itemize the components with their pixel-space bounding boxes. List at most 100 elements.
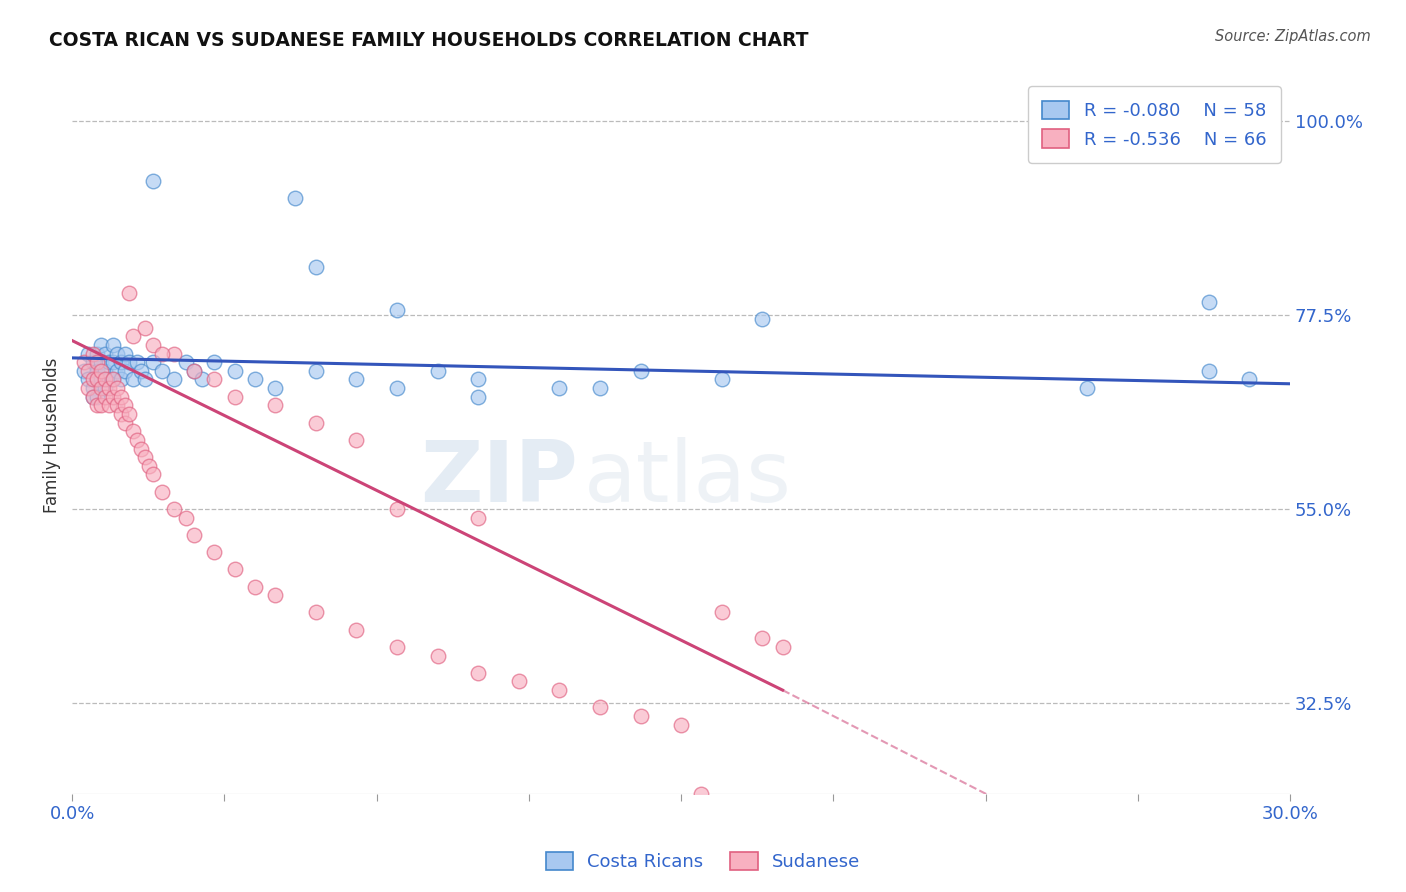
- Point: [77, 381, 100, 395]
- Y-axis label: Family Households: Family Households: [44, 358, 60, 513]
- Point: [86, 355, 108, 369]
- Point: [118, 286, 141, 301]
- Point: [90, 355, 112, 369]
- Point: [114, 364, 136, 378]
- Point: [174, 355, 197, 369]
- Point: [243, 580, 266, 594]
- Point: [105, 381, 128, 395]
- Point: [101, 355, 124, 369]
- Point: [1076, 381, 1098, 395]
- Point: [142, 355, 165, 369]
- Point: [93, 364, 115, 378]
- Point: [110, 407, 132, 421]
- Point: [183, 364, 205, 378]
- Point: [90, 338, 112, 352]
- Point: [82, 390, 104, 404]
- Point: [264, 588, 287, 602]
- Point: [105, 364, 128, 378]
- Point: [467, 390, 489, 404]
- Point: [77, 372, 100, 386]
- Legend: R = -0.080    N = 58, R = -0.536    N = 66: R = -0.080 N = 58, R = -0.536 N = 66: [1028, 87, 1281, 163]
- Point: [589, 700, 612, 714]
- Point: [110, 390, 132, 404]
- Point: [86, 390, 108, 404]
- Point: [93, 372, 115, 386]
- Point: [589, 381, 612, 395]
- Point: [467, 372, 489, 386]
- Point: [385, 303, 408, 318]
- Point: [710, 372, 733, 386]
- Point: [142, 467, 165, 482]
- Point: [174, 510, 197, 524]
- Point: [93, 381, 115, 395]
- Point: [82, 346, 104, 360]
- Point: [101, 372, 124, 386]
- Point: [710, 606, 733, 620]
- Legend: Costa Ricans, Sudanese: Costa Ricans, Sudanese: [538, 845, 868, 879]
- Point: [467, 510, 489, 524]
- Point: [86, 372, 108, 386]
- Point: [134, 320, 156, 334]
- Point: [86, 372, 108, 386]
- Point: [1239, 372, 1261, 386]
- Point: [86, 364, 108, 378]
- Point: [90, 372, 112, 386]
- Point: [101, 390, 124, 404]
- Point: [224, 562, 246, 576]
- Point: [93, 346, 115, 360]
- Point: [202, 372, 225, 386]
- Point: [305, 606, 328, 620]
- Point: [122, 372, 145, 386]
- Point: [82, 355, 104, 369]
- Point: [127, 433, 149, 447]
- Point: [163, 372, 186, 386]
- Point: [73, 355, 96, 369]
- Point: [690, 787, 713, 801]
- Point: [385, 640, 408, 654]
- Point: [630, 709, 652, 723]
- Point: [118, 407, 141, 421]
- Point: [97, 398, 120, 412]
- Point: [101, 372, 124, 386]
- Point: [344, 433, 367, 447]
- Point: [110, 355, 132, 369]
- Point: [110, 372, 132, 386]
- Point: [467, 665, 489, 680]
- Point: [138, 458, 160, 473]
- Point: [82, 390, 104, 404]
- Point: [93, 390, 115, 404]
- Point: [97, 381, 120, 395]
- Point: [134, 450, 156, 464]
- Point: [772, 640, 794, 654]
- Point: [224, 390, 246, 404]
- Point: [264, 398, 287, 412]
- Point: [142, 174, 165, 188]
- Point: [163, 346, 186, 360]
- Point: [548, 683, 571, 698]
- Point: [183, 364, 205, 378]
- Point: [114, 346, 136, 360]
- Text: COSTA RICAN VS SUDANESE FAMILY HOUSEHOLDS CORRELATION CHART: COSTA RICAN VS SUDANESE FAMILY HOUSEHOLD…: [49, 31, 808, 50]
- Text: atlas: atlas: [583, 437, 792, 520]
- Point: [122, 329, 145, 343]
- Point: [114, 398, 136, 412]
- Point: [150, 364, 173, 378]
- Point: [508, 674, 530, 689]
- Point: [101, 338, 124, 352]
- Point: [90, 364, 112, 378]
- Point: [129, 364, 152, 378]
- Point: [1198, 294, 1220, 309]
- Point: [202, 545, 225, 559]
- Point: [82, 372, 104, 386]
- Point: [305, 260, 328, 275]
- Point: [86, 346, 108, 360]
- Point: [142, 338, 165, 352]
- Point: [77, 364, 100, 378]
- Point: [127, 355, 149, 369]
- Point: [264, 381, 287, 395]
- Point: [105, 346, 128, 360]
- Point: [1198, 364, 1220, 378]
- Point: [150, 346, 173, 360]
- Point: [90, 398, 112, 412]
- Point: [751, 312, 773, 326]
